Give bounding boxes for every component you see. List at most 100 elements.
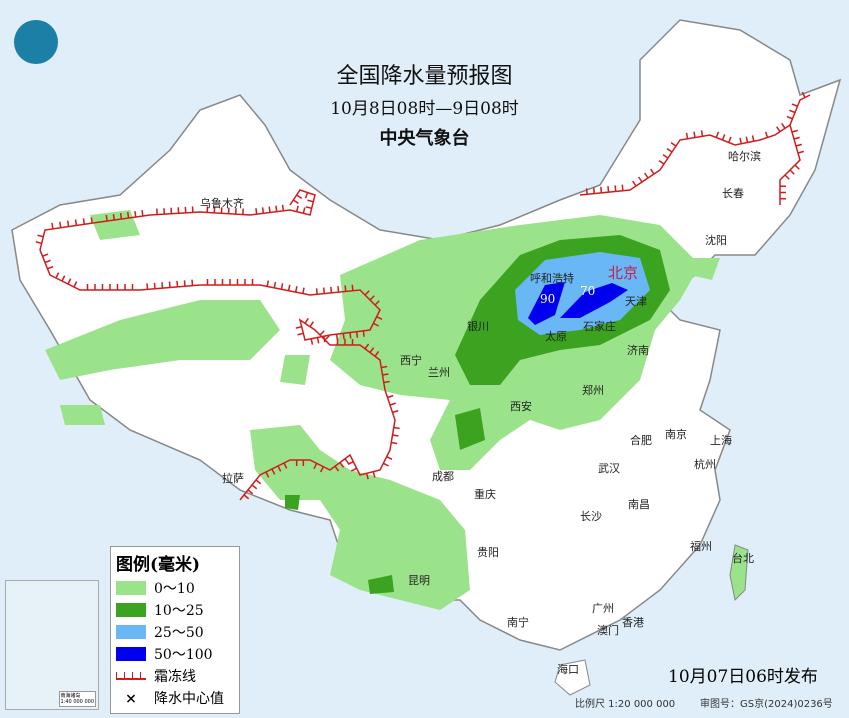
frost-tick xyxy=(271,468,276,475)
rain-50-100 xyxy=(528,282,628,325)
frost-tick xyxy=(351,284,354,291)
city-label: 广州 xyxy=(592,602,614,615)
city-label: 南昌 xyxy=(628,498,650,511)
map-scale: 比例尺 1:20 000 000 xyxy=(575,699,676,710)
frost-tick xyxy=(614,185,617,192)
frost-tick xyxy=(632,180,637,187)
city-label: 合肥 xyxy=(630,434,652,447)
city-label: 贵阳 xyxy=(477,546,499,559)
frost-tick xyxy=(789,109,796,114)
frost-tick xyxy=(302,207,306,214)
frost-tick xyxy=(801,91,806,98)
frost-tick xyxy=(728,136,732,143)
frost-tick xyxy=(141,209,144,217)
frost-tick xyxy=(382,373,389,376)
frost-tick xyxy=(316,337,320,344)
frost-lines xyxy=(35,91,811,501)
legend-swatch xyxy=(116,625,146,639)
city-label: 银川 xyxy=(467,320,489,333)
inset-label: 南海诸岛 xyxy=(60,693,81,699)
city-label: 济南 xyxy=(627,344,649,357)
frost-tick xyxy=(607,186,610,193)
city-label: 西宁 xyxy=(400,354,422,367)
frost-tick xyxy=(365,473,369,480)
city-label: 兰州 xyxy=(428,366,450,379)
frost-tick xyxy=(67,278,72,285)
legend-title: 图例(毫米) xyxy=(116,555,201,575)
frost-tick xyxy=(73,281,78,288)
frost-tick xyxy=(386,455,393,461)
frost-tick xyxy=(322,287,326,294)
frost-tick xyxy=(281,204,285,211)
city-label: 杭州 xyxy=(694,458,716,471)
frost-tick xyxy=(309,321,314,328)
legend-swatch xyxy=(116,603,146,617)
frost-tick xyxy=(791,129,798,133)
frost-tick xyxy=(273,281,277,289)
frost-tick xyxy=(47,265,54,270)
city-label: 西安 xyxy=(510,400,532,413)
frost-tick xyxy=(592,187,596,194)
frost-line-icon xyxy=(116,672,146,680)
city-label: 太原 xyxy=(545,330,567,343)
frost-tick xyxy=(347,460,354,466)
city-label: 郑州 xyxy=(582,384,604,397)
city-label: 南京 xyxy=(665,428,687,441)
frost-tick xyxy=(342,333,345,340)
taiwan-island xyxy=(729,544,749,602)
south-china-sea-inset: 南海诸岛 1:40 000 000 xyxy=(5,580,99,710)
frost-tick xyxy=(255,208,258,215)
frost-tick xyxy=(247,489,254,495)
hainan-island xyxy=(554,659,591,696)
frost-tick xyxy=(112,213,116,221)
frost-tick xyxy=(751,135,755,142)
city-label: 重庆 xyxy=(474,488,496,501)
frost-tick xyxy=(666,148,673,153)
city-label: 昆明 xyxy=(408,574,430,587)
frost-tick xyxy=(294,286,298,293)
city-label: 石家庄 xyxy=(583,320,616,333)
rain-center-value: 70 xyxy=(580,284,596,298)
frost-tick xyxy=(324,335,330,341)
frost-tick xyxy=(784,174,790,180)
frost-tick xyxy=(305,206,312,210)
frost-tick xyxy=(251,484,258,490)
frost-tick xyxy=(315,288,318,295)
frost-tick xyxy=(372,322,380,327)
frost-tick xyxy=(344,458,350,464)
city-label: 长春 xyxy=(722,187,744,200)
frost-tick xyxy=(721,134,726,141)
cross-icon: × xyxy=(125,691,137,707)
issuer: 中央气象台 xyxy=(379,128,470,149)
legend-label: 50～100 xyxy=(154,647,213,663)
frost-tick xyxy=(275,205,278,212)
city-label: 海口 xyxy=(557,663,579,676)
frost-tick xyxy=(255,479,262,485)
legend-label: 霜冻线 xyxy=(154,669,196,685)
frost-tick xyxy=(307,199,314,203)
frost-tick xyxy=(59,221,62,228)
frost-tick xyxy=(295,325,302,329)
frost-tick xyxy=(319,466,325,473)
legend-item: 25～50 xyxy=(116,621,239,643)
frost-tick xyxy=(296,194,303,199)
frost-tick xyxy=(670,142,677,147)
frost-tick xyxy=(42,253,49,257)
frost-tick xyxy=(387,394,394,399)
frost-tick xyxy=(789,169,795,175)
frost-tick xyxy=(739,137,742,144)
frost-tick xyxy=(82,218,86,225)
city-label: 上海 xyxy=(710,434,732,447)
rain-center-value: 90 xyxy=(540,292,556,306)
frost-tick xyxy=(662,154,669,159)
frost-tick xyxy=(66,220,70,227)
city-label: 长沙 xyxy=(580,510,602,523)
frost-tick xyxy=(277,465,282,472)
frost-tick xyxy=(334,465,340,472)
frost-tick xyxy=(51,222,54,229)
frost-tick xyxy=(355,331,359,338)
frost-tick xyxy=(295,205,299,212)
frost-tick xyxy=(304,317,309,324)
city-label: 澳门 xyxy=(597,624,619,637)
